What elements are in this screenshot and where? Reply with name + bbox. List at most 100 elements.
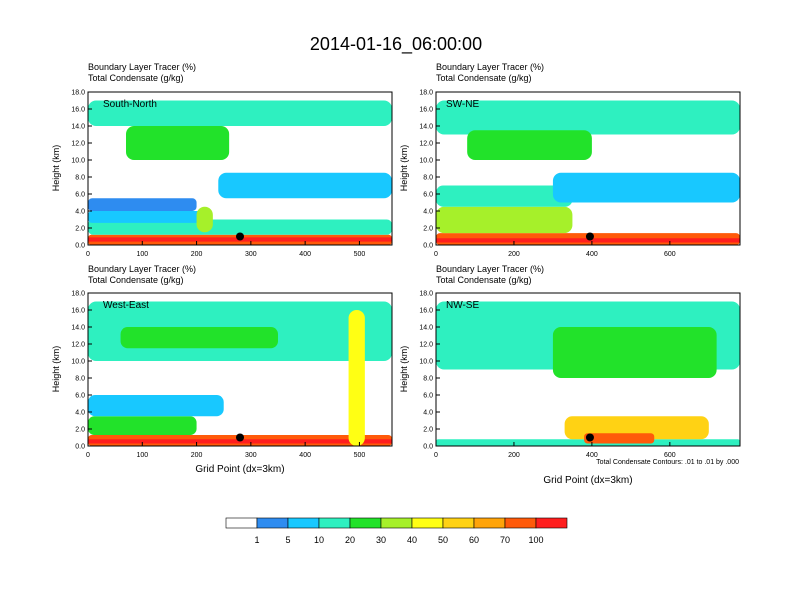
condensate-field	[88, 100, 392, 126]
plot-area	[88, 100, 392, 245]
x-tick-label: 200	[508, 251, 520, 258]
colorbar-box	[318, 517, 351, 529]
plot-area	[436, 301, 740, 446]
x-tick-label: 200	[508, 452, 520, 459]
y-tick-label: 14.0	[71, 124, 85, 131]
x-tick-label: 400	[299, 452, 311, 459]
y-tick-label: 8.0	[75, 376, 85, 383]
colorbar-box	[535, 517, 568, 529]
location-marker	[585, 232, 594, 241]
figure-title: 2014-01-16_06:00:00	[310, 34, 482, 55]
condensate-field	[436, 238, 740, 243]
y-tick-label: 14.0	[419, 325, 433, 332]
y-tick-label: 4.0	[75, 410, 85, 417]
condensate-field	[88, 219, 392, 235]
colorbar-label: 40	[407, 535, 417, 545]
y-tick-label: 8.0	[75, 175, 85, 182]
y-axis-label: Height (km)	[399, 145, 409, 192]
y-tick-label: 18.0	[71, 291, 85, 298]
plot-area	[88, 301, 392, 446]
colorbar-boxes	[225, 517, 568, 529]
y-tick-label: 14.0	[419, 124, 433, 131]
y-tick-label: 4.0	[423, 209, 433, 216]
y-tick-label: 0.0	[75, 243, 85, 250]
condensate-field	[88, 198, 197, 211]
y-tick-label: 6.0	[423, 393, 433, 400]
x-tick-label: 300	[245, 452, 257, 459]
condensate-field	[436, 100, 740, 135]
panel-header-line2: Total Condensate (g/kg)	[88, 73, 184, 83]
colorbar-box	[380, 517, 413, 529]
panel-sw-ne: Boundary Layer Tracer (%) Total Condensa…	[399, 62, 741, 258]
condensate-field	[88, 416, 197, 435]
x-tick-label: 0	[434, 251, 438, 258]
condensate-field	[436, 185, 573, 207]
colorbar-label: 70	[500, 535, 510, 545]
panel-header-line2: Total Condensate (g/kg)	[436, 73, 532, 83]
colorbar-label: 100	[528, 535, 543, 545]
colorbar-label: 50	[438, 535, 448, 545]
y-axis: 0.0 2.0 4.0 6.0 8.0 10.0 12.0 14.0 16.0 18.0	[419, 90, 440, 250]
x-axis: 0 100 200 300 400 500	[86, 241, 365, 258]
panel-label: West-East	[103, 300, 149, 311]
y-tick-label: 10.0	[71, 359, 85, 366]
y-tick-label: 2.0	[75, 226, 85, 233]
x-tick-label: 400	[586, 251, 598, 258]
y-tick-label: 8.0	[423, 376, 433, 383]
condensate-field	[88, 211, 208, 223]
condensate-field	[436, 206, 573, 234]
y-tick-label: 16.0	[71, 308, 85, 315]
colorbar-label: 20	[345, 535, 355, 545]
y-tick-label: 12.0	[419, 342, 433, 349]
colorbar: 1 5 10 20 30 40 50 60 70 100	[225, 517, 568, 545]
x-tick-label: 600	[664, 251, 676, 258]
panel-header-line1: Boundary Layer Tracer (%)	[88, 264, 196, 274]
panel-west-east: Boundary Layer Tracer (%) Total Condensa…	[51, 264, 393, 475]
x-tick-label: 0	[86, 452, 90, 459]
colorbar-box	[504, 517, 537, 529]
x-tick-label: 600	[664, 452, 676, 459]
y-tick-label: 18.0	[419, 291, 433, 298]
y-tick-label: 16.0	[419, 308, 433, 315]
x-axis: 0 200 400 600	[434, 241, 676, 258]
condensate-field	[584, 433, 655, 444]
panel-label: SW-NE	[446, 99, 479, 110]
panel-south-north: Boundary Layer Tracer (%) Total Condensa…	[51, 62, 393, 258]
y-axis: 0.0 2.0 4.0 6.0 8.0 10.0 12.0 14.0 16.0 18.0	[71, 90, 92, 250]
panel-header-line1: Boundary Layer Tracer (%)	[436, 264, 544, 274]
y-tick-label: 2.0	[423, 427, 433, 434]
plot-frame	[87, 292, 393, 447]
y-tick-label: 18.0	[71, 90, 85, 97]
y-tick-label: 10.0	[71, 158, 85, 165]
colorbar-box	[473, 517, 506, 529]
y-tick-label: 2.0	[423, 226, 433, 233]
y-tick-label: 16.0	[419, 107, 433, 114]
panel-nw-se: Boundary Layer Tracer (%) Total Condensa…	[399, 264, 741, 486]
x-tick-label: 100	[136, 251, 148, 258]
contour-note: Total Condensate Contours: .01 to .01 by…	[596, 459, 739, 466]
condensate-field	[126, 126, 230, 160]
plot-area	[436, 100, 740, 245]
colorbar-label: 60	[469, 535, 479, 545]
x-tick-label: 500	[354, 452, 366, 459]
y-tick-label: 10.0	[419, 158, 433, 165]
x-axis-label: Grid Point (dx=3km)	[543, 475, 632, 486]
y-tick-label: 12.0	[71, 342, 85, 349]
plot-frame	[435, 292, 741, 447]
y-tick-label: 6.0	[75, 192, 85, 199]
colorbar-box	[225, 517, 258, 529]
y-axis-label: Height (km)	[399, 346, 409, 393]
panel-label: NW-SE	[446, 300, 479, 311]
y-tick-label: 6.0	[75, 393, 85, 400]
condensate-field	[120, 327, 278, 349]
x-tick-label: 0	[434, 452, 438, 459]
colorbar-label: 10	[314, 535, 324, 545]
x-tick-label: 200	[191, 251, 203, 258]
y-tick-label: 2.0	[75, 427, 85, 434]
y-axis-label: Height (km)	[51, 346, 61, 393]
y-axis: 0.0 2.0 4.0 6.0 8.0 10.0 12.0 14.0 16.0 18.0	[71, 291, 92, 451]
location-marker	[236, 433, 244, 442]
location-marker	[585, 433, 594, 442]
plot-frame	[435, 91, 741, 246]
